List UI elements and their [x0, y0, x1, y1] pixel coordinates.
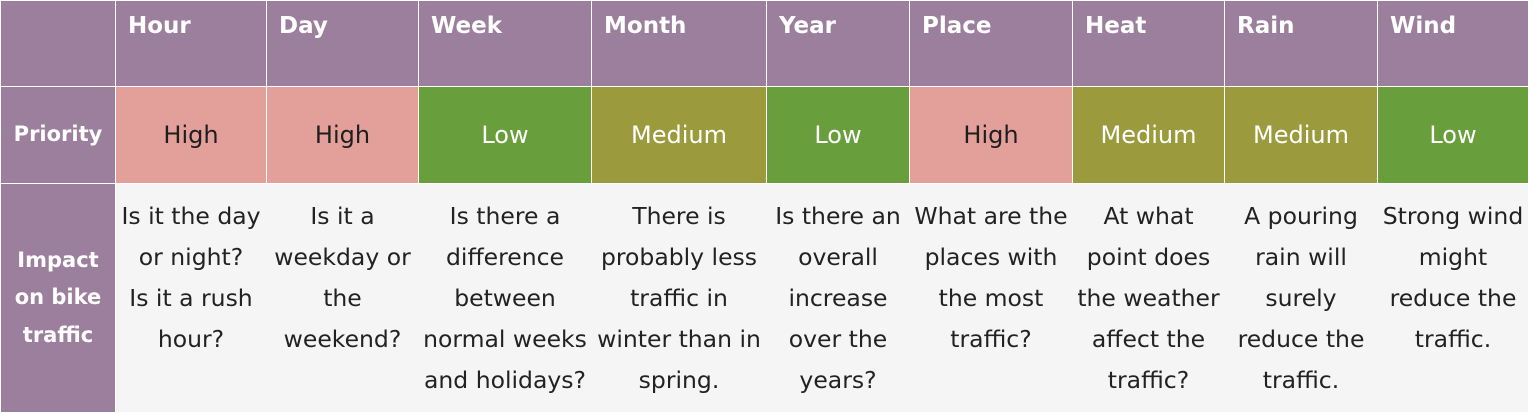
- priority-wind: Low: [1378, 87, 1528, 184]
- impact-year: Is there an overall increase over the ye…: [767, 184, 910, 413]
- corner-cell: [1, 1, 116, 87]
- impact-wind: Strong wind might reduce the traffic.: [1378, 184, 1528, 413]
- impact-month: There is probably less traffic in winter…: [592, 184, 767, 413]
- header-week: Week: [419, 1, 592, 87]
- priority-month: Medium: [592, 87, 767, 184]
- impact-label: Impact on bike traffic: [1, 184, 116, 413]
- priority-week: Low: [419, 87, 592, 184]
- header-month: Month: [592, 1, 767, 87]
- impact-week: Is there a difference between normal wee…: [419, 184, 592, 413]
- impact-day: Is it a weekday or the weekend?: [267, 184, 419, 413]
- impact-hour: Is it the day or night? Is it a rush hou…: [116, 184, 267, 413]
- priority-year: Low: [767, 87, 910, 184]
- header-year: Year: [767, 1, 910, 87]
- priority-rain: Medium: [1225, 87, 1378, 184]
- impact-row: Impact on bike traffic Is it the day or …: [1, 184, 1528, 413]
- header-row: Hour Day Week Month Year Place Heat Rain…: [1, 1, 1528, 87]
- priority-heat: Medium: [1073, 87, 1225, 184]
- priority-hour: High: [116, 87, 267, 184]
- priority-label: Priority: [1, 87, 116, 184]
- impact-heat: At what point does the weather affect th…: [1073, 184, 1225, 413]
- impact-rain: A pouring rain will surely reduce the tr…: [1225, 184, 1378, 413]
- header-heat: Heat: [1073, 1, 1225, 87]
- priority-place: High: [910, 87, 1073, 184]
- header-place: Place: [910, 1, 1073, 87]
- header-day: Day: [267, 1, 419, 87]
- priority-row: Priority High High Low Medium Low High M…: [1, 87, 1528, 184]
- header-rain: Rain: [1225, 1, 1378, 87]
- impact-place: What are the places with the most traffi…: [910, 184, 1073, 413]
- header-hour: Hour: [116, 1, 267, 87]
- priority-day: High: [267, 87, 419, 184]
- header-wind: Wind: [1378, 1, 1528, 87]
